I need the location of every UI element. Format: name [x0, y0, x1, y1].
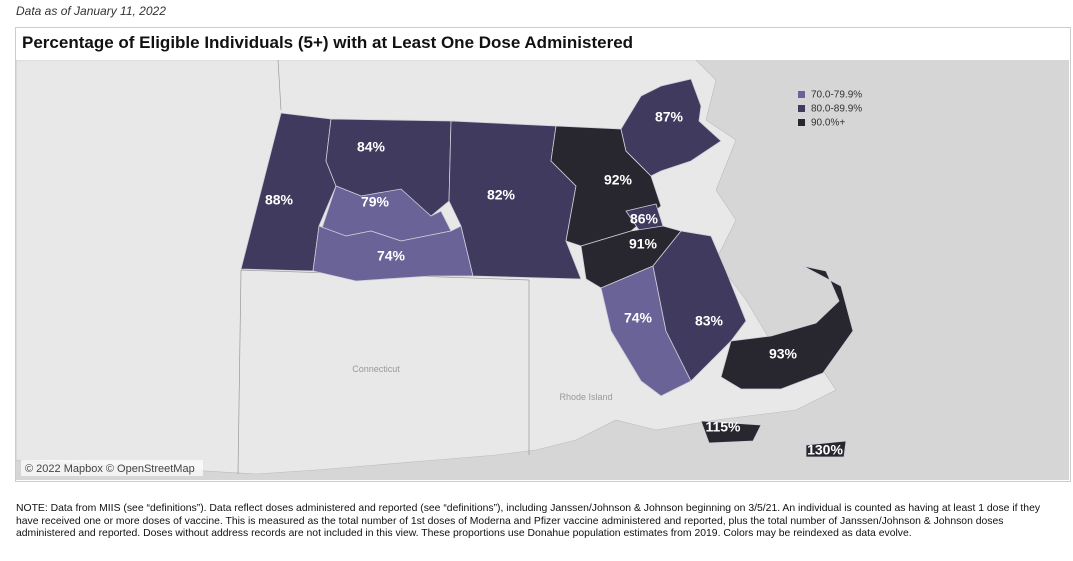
attribution-bg — [21, 460, 203, 476]
region-label: 92% — [604, 172, 633, 188]
legend-label: 70.0-79.9% — [811, 90, 862, 101]
map-panel: Percentage of Eligible Individuals (5+) … — [15, 27, 1071, 482]
state-borders — [237, 60, 530, 475]
date-note: Data as of January 11, 2022 — [16, 4, 166, 18]
region-label: 93% — [769, 346, 798, 362]
region-label: 83% — [695, 313, 724, 329]
regions: 88% 84% 79% 74% 82% 92% 87% 86% 91% 74% … — [21, 78, 862, 476]
map-label: Connecticut — [352, 364, 400, 374]
region-label: 74% — [624, 310, 653, 326]
region-label: 82% — [487, 187, 516, 203]
barnstable — [720, 265, 854, 390]
legend-swatch — [798, 91, 805, 98]
region-label: 84% — [357, 139, 386, 155]
region-label: 74% — [377, 248, 406, 264]
dukes — [700, 420, 762, 444]
map: 88% 84% 79% 74% 82% 92% 87% 86% 91% 74% … — [16, 60, 1069, 480]
footnote: NOTE: Data from MIIS (see “definitions”)… — [16, 503, 1041, 539]
attribution: © 2022 Mapbox © OpenStreetMap — [25, 463, 195, 475]
map-title: Percentage of Eligible Individuals (5+) … — [22, 33, 634, 52]
region-label: 91% — [629, 236, 658, 252]
region-label: 86% — [630, 211, 659, 227]
legend-label: 80.0-89.9% — [811, 104, 862, 115]
region-label: 79% — [361, 194, 390, 210]
region-label: 88% — [265, 192, 294, 208]
legend-label: 90.0%+ — [811, 118, 845, 129]
legend-swatch — [798, 105, 805, 112]
region-label: 130% — [807, 442, 843, 458]
nantucket — [805, 440, 847, 458]
legend-swatch — [798, 119, 805, 126]
map-label: Rhode Island — [559, 392, 612, 402]
region-label: 87% — [655, 109, 684, 125]
region-label: 115% — [705, 419, 741, 435]
essex — [620, 78, 722, 177]
plymouth — [652, 230, 747, 382]
